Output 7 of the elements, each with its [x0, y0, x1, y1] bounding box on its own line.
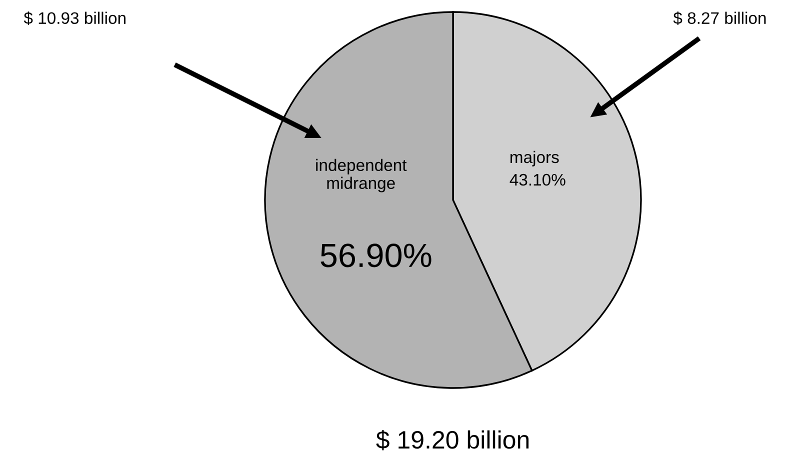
data-label: 43.10%: [510, 174, 566, 186]
text: $ 10.93 billion: [24, 11, 126, 25]
text: $ 8.27 billion: [673, 11, 766, 25]
text: $ 19.20 billion: [376, 430, 529, 450]
slice-label: majors: [510, 150, 559, 166]
slice-label: independent midrange: [316, 158, 407, 192]
data-label: 56.90%: [320, 244, 432, 268]
